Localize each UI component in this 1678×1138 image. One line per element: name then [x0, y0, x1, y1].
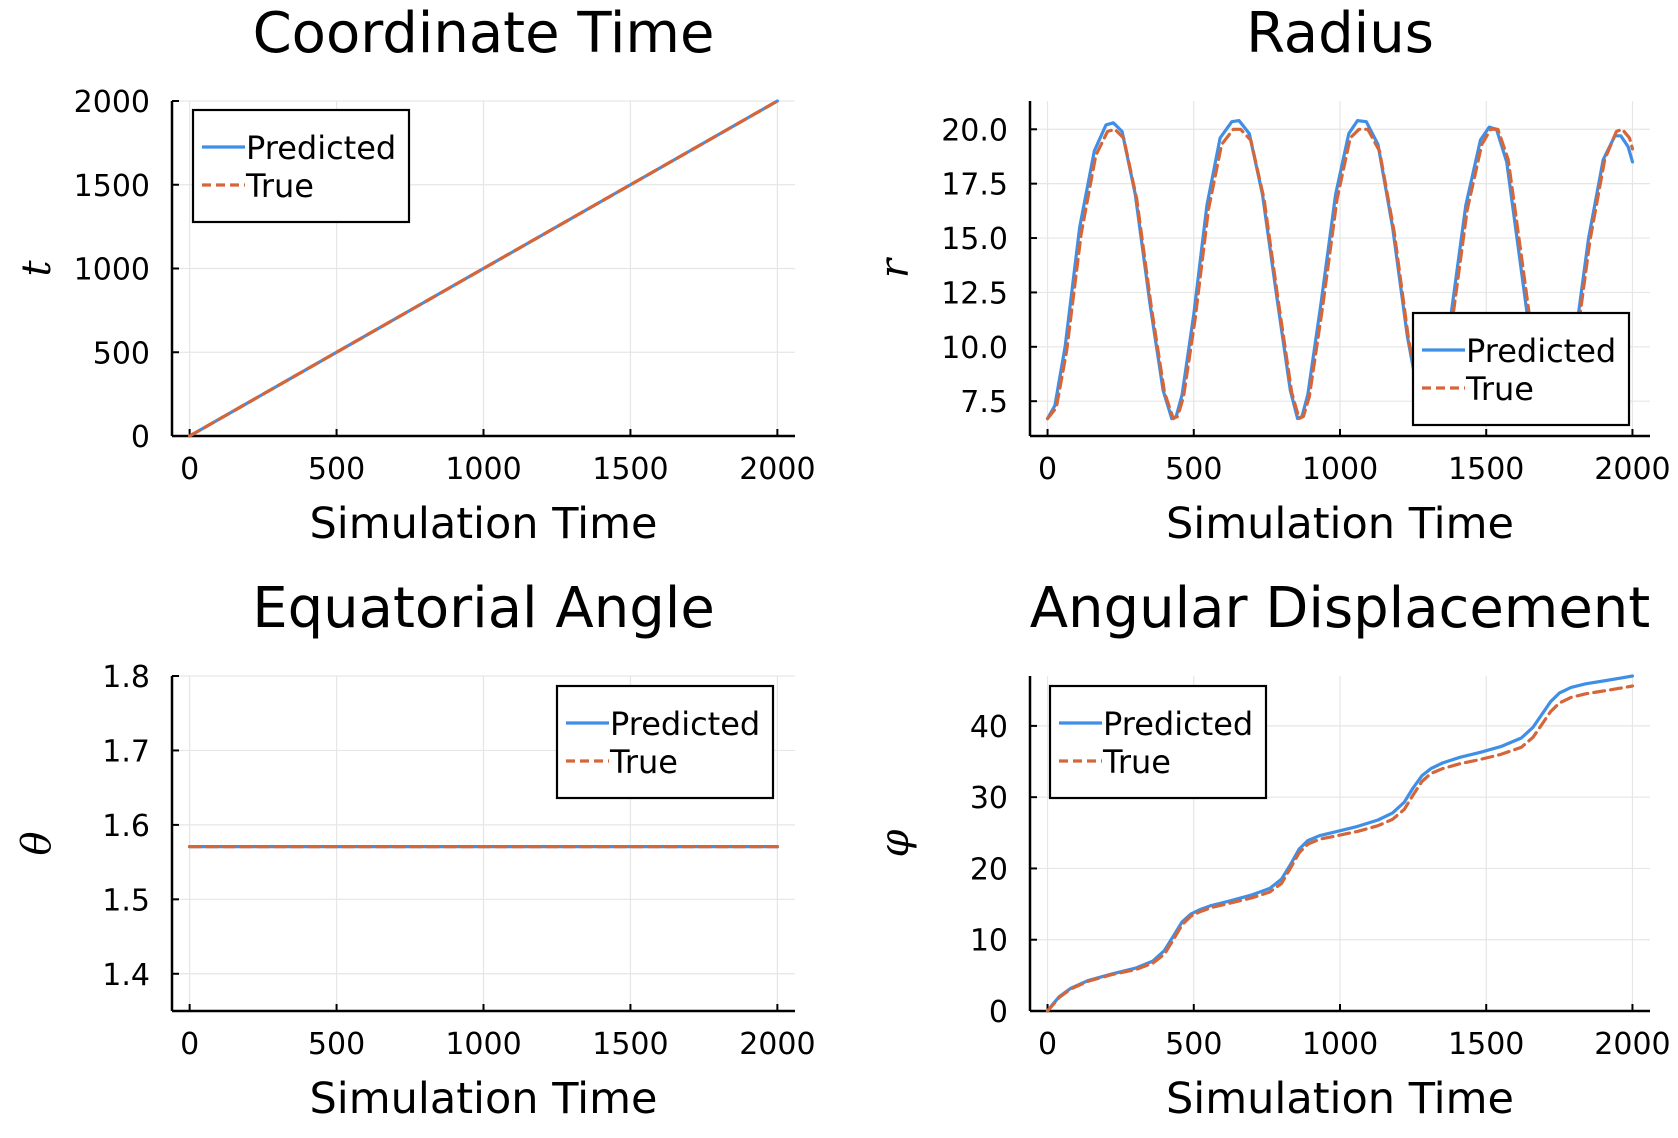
y-tick-label-4: 2000: [74, 85, 150, 120]
series-line-predicted: [1045, 674, 1635, 1013]
y-axis-label: t: [14, 260, 60, 277]
x-axis-label: Simulation Time: [1166, 499, 1514, 549]
chart-title: Radius: [1246, 1, 1434, 66]
x-tick-label-3: 1500: [1448, 452, 1524, 487]
y-axis-label: φ: [872, 829, 918, 857]
y-tick-label-0: 0: [989, 995, 1008, 1030]
y-tick-label-4: 40: [970, 710, 1008, 745]
y-tick-label-3: 1500: [74, 169, 150, 204]
chart-title: Coordinate Time: [253, 1, 715, 66]
y-tick-label-2: 1.6: [102, 809, 150, 844]
y-tick-label-1: 10.0: [941, 331, 1008, 366]
x-tick-label-1: 500: [308, 1027, 365, 1062]
legend-box: [1048, 684, 1268, 800]
x-tick-label-0: 0: [180, 1027, 199, 1062]
x-tick-label-0: 0: [1038, 1027, 1057, 1062]
x-tick-label-2: 1000: [445, 1027, 521, 1062]
y-tick-label-3: 1.7: [102, 734, 150, 769]
legend-label-predicted: Predicted: [1103, 705, 1253, 743]
y-axis-label: θ: [14, 831, 60, 855]
x-tick-label-4: 2000: [1594, 1027, 1670, 1062]
x-axis-label: Simulation Time: [310, 499, 658, 549]
y-tick-label-4: 1.8: [102, 660, 150, 695]
y-axis-label: r: [872, 256, 918, 278]
legend-box: [191, 108, 411, 224]
x-tick-label-4: 2000: [739, 1027, 815, 1062]
chart-title: Angular Displacement: [1030, 576, 1651, 641]
legend-label-predicted: Predicted: [1466, 332, 1616, 370]
legend-label-true: True: [609, 743, 678, 781]
y-tick-label-5: 20.0: [941, 113, 1008, 148]
y-tick-label-0: 1.4: [102, 958, 150, 993]
y-tick-label-2: 12.5: [941, 276, 1008, 311]
series-line-true: [188, 99, 780, 438]
x-tick-label-1: 500: [308, 452, 365, 487]
y-tick-label-1: 500: [93, 336, 150, 371]
legend-label-true: True: [245, 167, 314, 205]
x-axis-label: Simulation Time: [1166, 1074, 1514, 1124]
y-tick-label-0: 0: [131, 420, 150, 455]
subplot-1: 0 500 1000 1500 2000 0 500 1000 1500 2000 Coordina…: [14, 1, 816, 549]
legend-box: [1411, 311, 1631, 427]
legend-label-predicted: Predicted: [246, 129, 396, 167]
y-tick-label-3: 30: [970, 781, 1008, 816]
legend-label-true: True: [1102, 743, 1171, 781]
x-tick-label-1: 500: [1165, 1027, 1222, 1062]
y-tick-label-0: 7.5: [960, 385, 1008, 420]
chart-title: Equatorial Angle: [252, 576, 715, 641]
legend-box: [555, 684, 775, 800]
subplot-2: 0 500 1000 1500 2000 7.5 10.0 12.5 15.0 17.5 20.0 R…: [872, 1, 1671, 549]
x-tick-label-4: 2000: [739, 452, 815, 487]
x-tick-label-1: 500: [1165, 452, 1222, 487]
x-tick-label-3: 1500: [1448, 1027, 1524, 1062]
y-tick-label-4: 17.5: [941, 168, 1008, 203]
y-tick-label-3: 15.0: [941, 222, 1008, 257]
x-tick-label-4: 2000: [1594, 452, 1670, 487]
y-tick-label-1: 1.5: [102, 883, 150, 918]
y-tick-label-2: 1000: [74, 253, 150, 288]
series-line-true: [1045, 684, 1635, 1013]
x-tick-label-2: 1000: [1302, 1027, 1378, 1062]
x-tick-label-3: 1500: [592, 452, 668, 487]
x-tick-label-0: 0: [180, 452, 199, 487]
x-tick-label-0: 0: [1038, 452, 1057, 487]
x-tick-label-2: 1000: [1302, 452, 1378, 487]
x-tick-label-2: 1000: [445, 452, 521, 487]
subplot-4: 0 500 1000 1500 2000 0 10 20 30 40 Angular Displac…: [872, 576, 1671, 1124]
legend-label-predicted: Predicted: [610, 705, 760, 743]
y-tick-label-2: 20: [970, 852, 1008, 887]
legend-label-true: True: [1465, 370, 1534, 408]
subplot-3: 0 500 1000 1500 2000 1.4 1.5 1.6 1.7 1.8 Equatoria…: [14, 576, 816, 1124]
y-tick-label-1: 10: [970, 924, 1008, 959]
x-axis-label: Simulation Time: [310, 1074, 658, 1124]
x-tick-label-3: 1500: [592, 1027, 668, 1062]
